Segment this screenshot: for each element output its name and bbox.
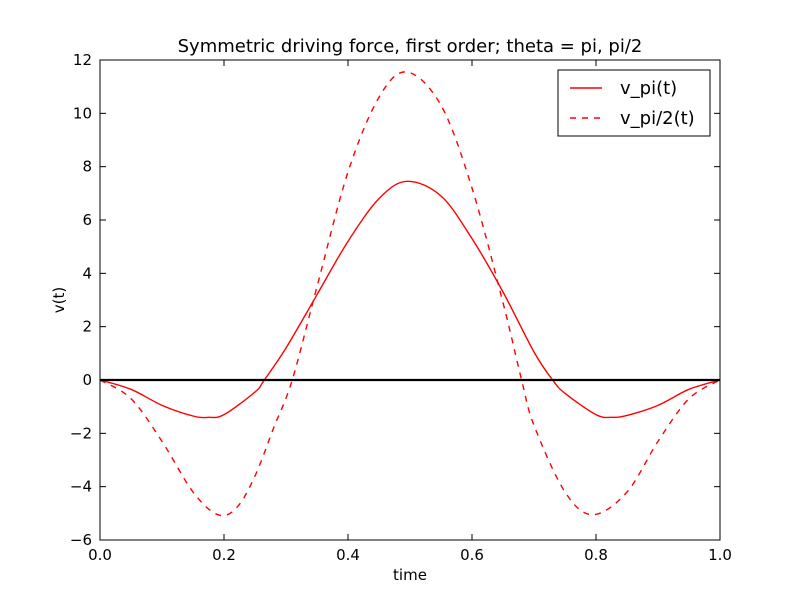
y-axis-label: v(t) (50, 287, 68, 313)
y-tick-label: −4 (70, 478, 92, 496)
axis-ticks: 0.0 0.2 0.4 0.6 0.8 1.0 −6 −4 −2 0 2 4 6 8 10 12 (70, 51, 732, 564)
x-tick-label: 0.4 (336, 546, 360, 564)
x-tick-label: 0.0 (88, 546, 112, 564)
legend-box (557, 69, 711, 137)
plot-area (99, 71, 721, 517)
series-line-dashed (99, 71, 721, 517)
legend-label-series-1: v_pi(t) (620, 78, 677, 99)
y-tick-label: 2 (82, 318, 92, 336)
legend-label-series-2: v_pi/2(t) (620, 108, 695, 129)
x-tick-label: 0.8 (584, 546, 608, 564)
y-tick-label: 12 (73, 51, 92, 69)
x-tick-label: 1.0 (708, 546, 732, 564)
y-tick-label: 4 (82, 264, 92, 282)
x-axis-label: time (393, 566, 427, 584)
y-tick-label: 10 (73, 104, 92, 122)
y-tick-label: −2 (70, 424, 92, 442)
y-tick-label: 0 (82, 371, 92, 389)
y-tick-label: 8 (82, 158, 92, 176)
series-line-solid (99, 180, 721, 419)
y-tick-label: −6 (70, 531, 92, 549)
y-tick-label: 6 (82, 211, 92, 229)
plot-frame (99, 59, 721, 541)
legend: v_pi(t) v_pi/2(t) (557, 69, 711, 137)
x-tick-label: 0.6 (460, 546, 484, 564)
chart-title: Symmetric driving force, first order; th… (178, 36, 643, 57)
x-tick-label: 0.2 (212, 546, 236, 564)
